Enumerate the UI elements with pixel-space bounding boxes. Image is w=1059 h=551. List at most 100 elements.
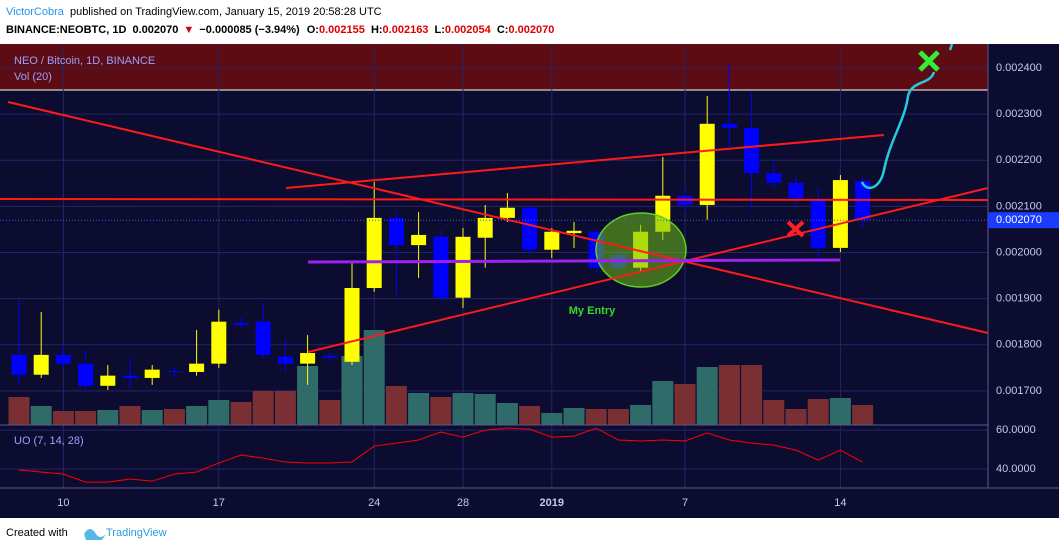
volume-bar [630, 405, 652, 425]
last-price-box [988, 212, 1059, 229]
header-line: VictorCobra published on TradingView.com… [6, 6, 382, 18]
candle-body [433, 236, 449, 298]
volume-bar [30, 406, 52, 425]
x-tick-label: 24 [368, 497, 380, 509]
arrow: ▼ [183, 24, 194, 36]
y-tick-label: 0.002400 [996, 62, 1042, 74]
entry-ellipse [595, 212, 687, 288]
x-tick-label: 17 [213, 497, 225, 509]
y2-tick-label: 60.0000 [996, 424, 1036, 436]
volume-bar [230, 402, 252, 425]
price: 0.002070 [132, 24, 178, 36]
candle-body [699, 123, 715, 205]
trend-line [285, 134, 885, 189]
y-tick-label: 0.001700 [996, 385, 1042, 397]
candle-body [411, 234, 427, 246]
volume-bar [785, 409, 807, 425]
volume-bar [341, 356, 363, 425]
trend-line [7, 101, 989, 334]
candle-body [255, 321, 271, 355]
candle-body [233, 323, 249, 325]
volume-bar [319, 400, 341, 425]
volume-bar [541, 413, 563, 425]
candle-body [810, 199, 826, 248]
candle-body [477, 217, 493, 238]
candle-body [211, 321, 227, 364]
annotation: My Entry [569, 305, 616, 317]
ohlc-l: L: [435, 24, 445, 36]
red-cross [786, 220, 805, 238]
volume-bar [563, 408, 585, 425]
candle-body [744, 127, 760, 174]
candle-body [189, 363, 205, 372]
volume-bar [607, 409, 629, 425]
volume-bar [474, 394, 496, 425]
volume-bar [141, 410, 163, 425]
volume-pane [8, 330, 874, 425]
candle-body [388, 217, 404, 246]
candle-body [766, 173, 782, 183]
candle-body [11, 354, 27, 375]
volume-bar [75, 411, 97, 425]
candle-body [300, 353, 316, 364]
x-tick-label: 2019 [540, 497, 564, 509]
y2-tick-label: 40.0000 [996, 463, 1036, 475]
volume-bar [652, 381, 674, 425]
horizontal-line [0, 198, 989, 201]
volume-bar [807, 399, 829, 425]
ohlc-o-val: 0.002155 [319, 24, 365, 36]
volume-bar [519, 406, 541, 425]
drawings: My Entry [0, 43, 989, 353]
candle-body [78, 363, 94, 386]
candle-body [832, 180, 848, 248]
volume-bar [363, 330, 385, 425]
volume-bar [585, 409, 607, 425]
volume-bar [718, 365, 740, 425]
candle-body [366, 217, 382, 289]
symbol-line: BINANCE:NEOBTC, 1D 0.002070 ▼ −0.000085 … [6, 24, 554, 36]
projection-curve [860, 43, 954, 190]
uo-line [18, 427, 863, 483]
volume-bar [763, 400, 785, 425]
volume-bar [452, 393, 474, 425]
y-tick-label: 0.002100 [996, 200, 1042, 212]
y-tick-label: 0.001900 [996, 293, 1042, 305]
publisher[interactable]: VictorCobra [6, 6, 65, 18]
y-tick-label: 0.002300 [996, 108, 1042, 120]
change: −0.000085 (−3.94%) [199, 24, 300, 36]
candle-body [166, 371, 182, 373]
candle-body [322, 355, 338, 358]
volume-bar [696, 367, 718, 425]
candle-body [566, 230, 582, 234]
volume-bar [8, 397, 30, 425]
y-tick-label: 0.001800 [996, 339, 1042, 351]
ohlc-c: C: [497, 24, 509, 36]
volume-title: Vol (20) [14, 71, 52, 83]
chart-bg [0, 44, 1059, 518]
volume-bar [186, 406, 208, 425]
ohlc-h: H: [371, 24, 383, 36]
volume-bar [430, 397, 452, 425]
green-cross [918, 50, 940, 72]
candle-body [721, 123, 737, 128]
candle-body [55, 354, 71, 364]
candle-body [344, 288, 360, 362]
x-tick-label: 14 [834, 497, 846, 509]
volume-bar [496, 403, 518, 425]
volume-bar [274, 391, 296, 425]
tv-logo [84, 529, 106, 540]
volume-bar [408, 393, 430, 425]
candle-body [277, 356, 293, 364]
candle-body [144, 369, 160, 378]
axes: 0.001700 0.001800 0.001900 0.002000 0.002100… [0, 62, 1059, 509]
footer-brand[interactable]: TradingView [106, 527, 167, 539]
candle-body [788, 182, 804, 199]
volume-bar [163, 409, 185, 425]
volume-bar [852, 405, 874, 425]
candle-body [522, 207, 538, 250]
candle-body [33, 354, 49, 375]
support-line [307, 258, 841, 264]
x-tick-label: 28 [457, 497, 469, 509]
candle-body [122, 375, 138, 378]
